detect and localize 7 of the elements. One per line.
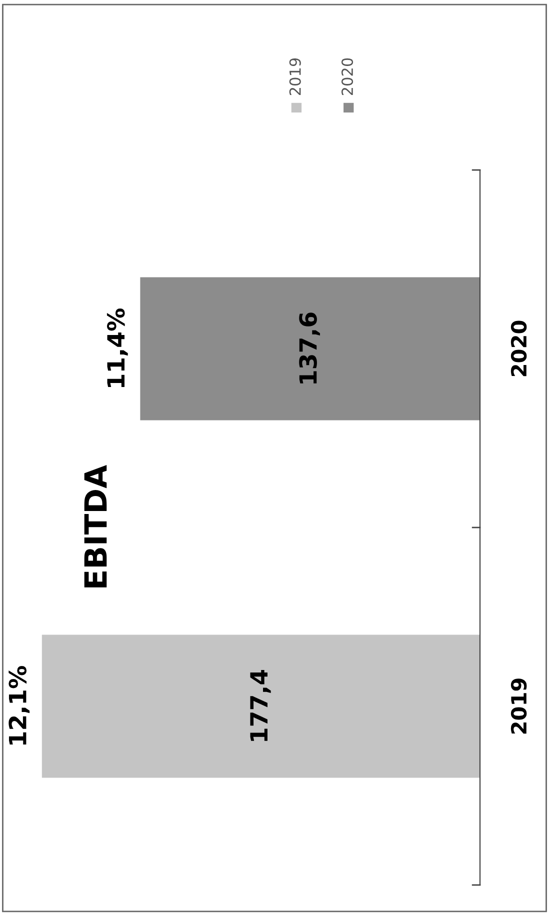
data-label: 137,6: [299, 312, 320, 384]
annotation: 12,1%: [8, 666, 30, 745]
text: 2019: [289, 58, 301, 96]
text: EBITDA: [84, 464, 107, 588]
annotation: 11,4%: [106, 308, 128, 388]
text: 2020: [341, 58, 354, 96]
data-label: 177,4: [250, 670, 271, 741]
